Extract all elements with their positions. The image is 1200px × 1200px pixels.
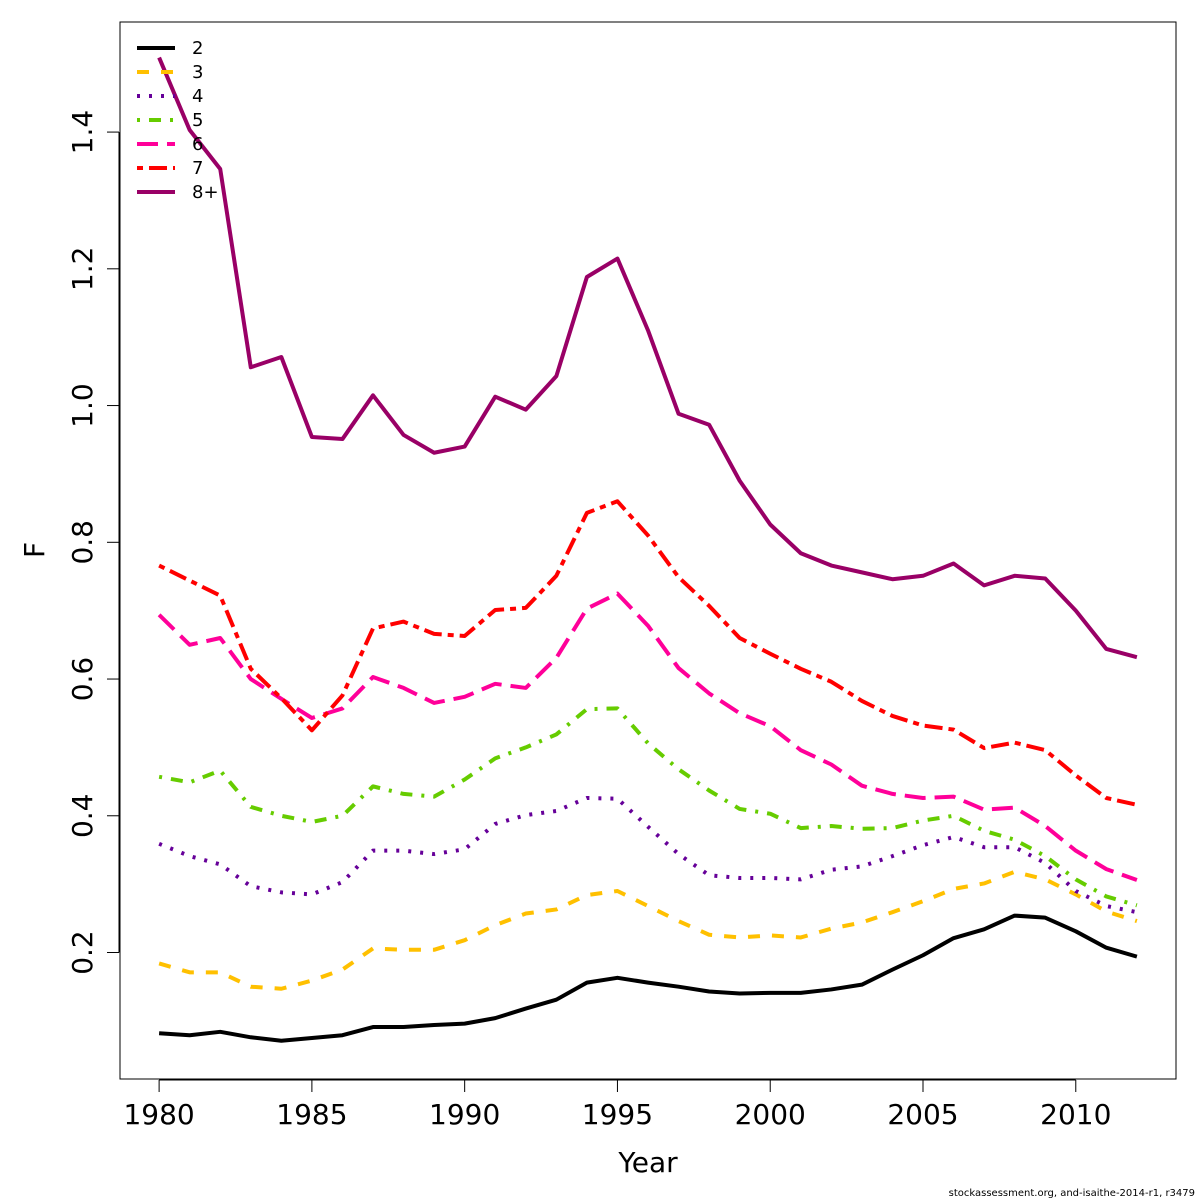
y-tick-label: 1.0 — [66, 383, 99, 428]
x-axis-label: Year — [617, 1146, 678, 1179]
y-tick-label: 0.2 — [66, 930, 99, 975]
x-tick-label: 1985 — [276, 1098, 347, 1131]
legend-label: 8+ — [192, 182, 219, 203]
y-tick-label: 1.4 — [66, 110, 99, 155]
x-tick-label: 2010 — [1040, 1098, 1111, 1131]
y-tick-label: 0.4 — [66, 794, 99, 839]
y-tick-label: 1.2 — [66, 247, 99, 292]
series-line — [157, 56, 1138, 660]
series-line — [158, 913, 1138, 1043]
series-line — [158, 499, 1138, 807]
x-tick-label: 1995 — [582, 1098, 653, 1131]
plot-frame — [119, 21, 1177, 1080]
x-tick-label: 1980 — [123, 1098, 194, 1131]
series-line — [158, 706, 1138, 908]
series-line — [157, 591, 1138, 882]
legend-label: 2 — [192, 38, 203, 59]
series-line — [158, 869, 1138, 991]
x-tick-label: 2000 — [735, 1098, 806, 1131]
y-tick-label: 0.8 — [66, 520, 99, 565]
legend-label: 4 — [192, 86, 203, 107]
y-tick-label: 0.6 — [66, 657, 99, 702]
footer: stockassessment.org, and-isaithe-2014-r1… — [949, 1188, 1195, 1199]
legend-label: 6 — [192, 134, 203, 155]
series-line — [158, 795, 1138, 915]
legend-label: 5 — [192, 110, 203, 131]
legend-label: 7 — [192, 158, 203, 179]
y-axis-label: F — [18, 542, 51, 558]
x-tick-label: 2005 — [887, 1098, 958, 1131]
x-tick-label: 1990 — [429, 1098, 500, 1131]
legend-label: 3 — [192, 62, 203, 83]
